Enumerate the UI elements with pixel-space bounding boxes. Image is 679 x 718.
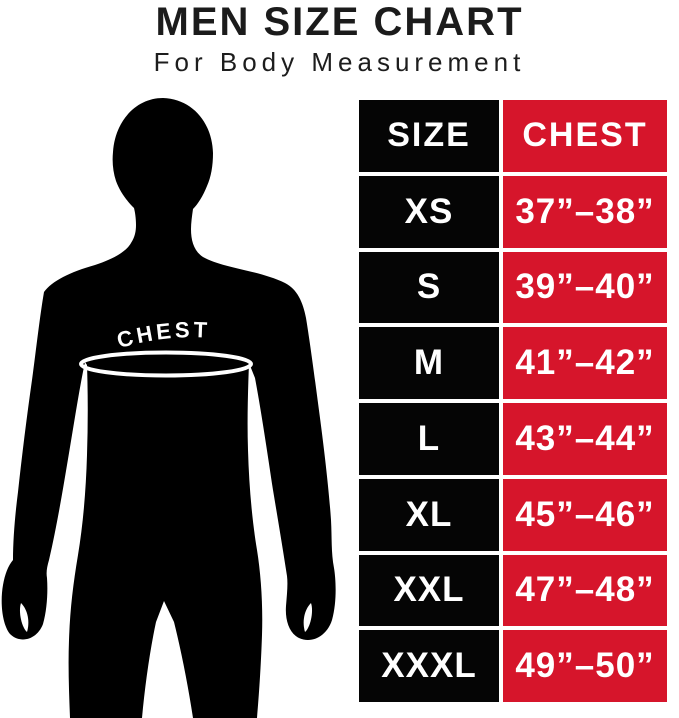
chest-cell-s: 39”–40” xyxy=(503,251,667,324)
chest-cell-xxl: 47”–48” xyxy=(503,554,667,627)
chest-cell-xl: 45”–46” xyxy=(503,478,667,551)
size-cell-s: S xyxy=(359,251,499,324)
chest-cell-xs: 37”–38” xyxy=(503,175,667,248)
chest-cell-xxxl: 49”–50” xyxy=(503,630,667,702)
left-thumb-notch xyxy=(19,603,29,632)
chest-column-header: CHEST xyxy=(503,100,667,172)
chest-cell-l: 43”–44” xyxy=(503,403,667,475)
size-cell-m: M xyxy=(359,327,499,399)
size-cell-xxl: XXL xyxy=(359,554,499,627)
body-silhouette xyxy=(1,98,336,718)
size-cell-xs: XS xyxy=(359,175,499,248)
right-thumb-notch xyxy=(303,603,313,632)
size-chart-table: SIZE CHEST XS 37”–38” S 39”–40” M 41”–42… xyxy=(359,100,667,702)
page-title: MEN SIZE CHART xyxy=(155,0,524,44)
size-cell-l: L xyxy=(359,403,499,475)
size-column-header: SIZE xyxy=(359,100,499,172)
male-silhouette-figure: CHEST xyxy=(0,95,352,718)
size-cell-xxxl: XXXL xyxy=(359,630,499,702)
chest-cell-m: 41”–42” xyxy=(503,327,667,399)
chest-measuring-band xyxy=(79,350,253,378)
size-cell-xl: XL xyxy=(359,478,499,551)
page-subtitle: For Body Measurement xyxy=(153,47,526,77)
male-silhouette-svg: CHEST xyxy=(1,98,336,718)
